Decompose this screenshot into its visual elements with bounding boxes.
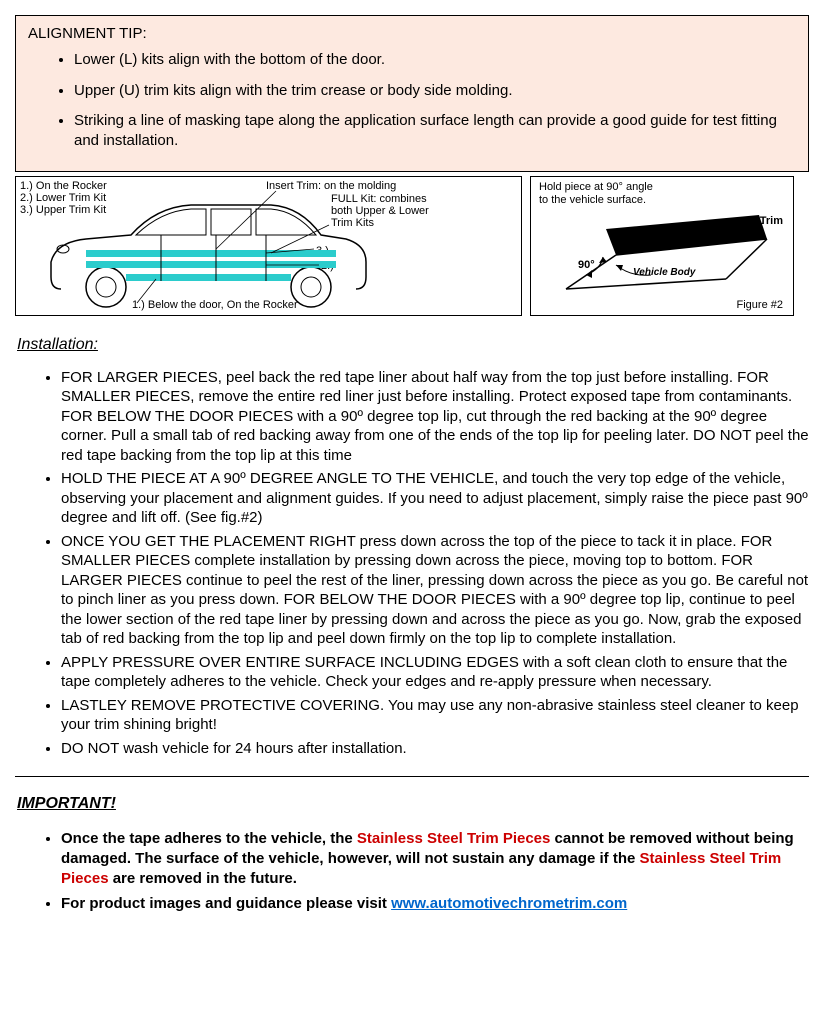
install-item: HOLD THE PIECE AT A 90º DEGREE ANGLE TO … (61, 469, 809, 528)
imp-text: Once the tape adheres to the vehicle, th… (61, 830, 357, 847)
diagrams-row: 1.) On the Rocker 2.) Lower Trim Kit 3.)… (15, 176, 809, 316)
imp-text: are removed in the future. (109, 870, 297, 887)
tip-list: Lower (L) kits align with the bottom of … (28, 50, 796, 151)
imp-red: Stainless Steel Trim Pieces (357, 830, 550, 847)
installation-heading: Installation: (17, 334, 809, 356)
car-svg (16, 177, 521, 315)
install-item: LASTLEY REMOVE PROTECTIVE COVERING. You … (61, 696, 809, 735)
important-list: Once the tape adheres to the vehicle, th… (15, 829, 809, 914)
tip-item: Upper (U) trim kits align with the trim … (74, 81, 796, 101)
tip-item: Striking a line of masking tape along th… (74, 111, 796, 152)
install-item: FOR LARGER PIECES, peel back the red tap… (61, 368, 809, 466)
install-item: DO NOT wash vehicle for 24 hours after i… (61, 739, 809, 759)
website-link[interactable]: www.automotivechrometrim.com (391, 895, 627, 912)
angle-diagram: Hold piece at 90° angle to the vehicle s… (530, 176, 794, 316)
angle-svg (531, 177, 793, 315)
install-item: ONCE YOU GET THE PLACEMENT RIGHT press d… (61, 532, 809, 649)
installation-list: FOR LARGER PIECES, peel back the red tap… (15, 368, 809, 759)
alignment-tip-box: ALIGNMENT TIP: Lower (L) kits align with… (15, 15, 809, 172)
tip-item: Lower (L) kits align with the bottom of … (74, 50, 796, 70)
car-diagram: 1.) On the Rocker 2.) Lower Trim Kit 3.)… (15, 176, 522, 316)
important-item: Once the tape adheres to the vehicle, th… (61, 829, 809, 890)
divider (15, 776, 809, 777)
imp-text: For product images and guidance please v… (61, 895, 391, 912)
tip-title: ALIGNMENT TIP: (28, 24, 796, 44)
important-item: For product images and guidance please v… (61, 894, 809, 914)
install-item: APPLY PRESSURE OVER ENTIRE SURFACE INCLU… (61, 653, 809, 692)
important-heading: IMPORTANT! (17, 793, 809, 815)
